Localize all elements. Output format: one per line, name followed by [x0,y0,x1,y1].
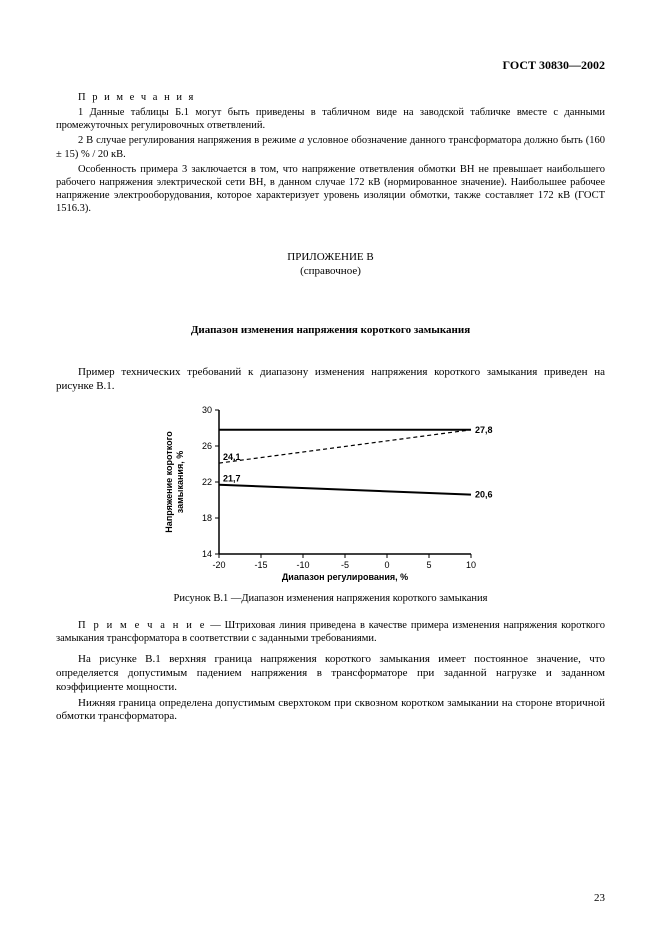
page-number: 23 [594,892,605,906]
svg-text:-20: -20 [212,560,225,570]
svg-text:-10: -10 [296,560,309,570]
svg-text:30: 30 [201,405,211,415]
appendix-title: ПРИЛОЖЕНИЕ В [56,251,605,265]
section-title: Диапазон изменения напряжения короткого … [56,324,605,338]
note2-lead: П р и м е ч а н и е [78,620,206,631]
svg-text:20,6: 20,6 [475,489,493,499]
chart-container: 14 18 22 26 30 -20 -15 -10 -5 0 5 10 Диапазон регули… [161,404,501,584]
intro-para: Пример технических требований к диапазон… [56,366,605,394]
note-2a: 2 В случае регулирования напряжения в ре… [78,135,299,146]
svg-text:10: 10 [465,560,475,570]
svg-text:18: 18 [201,513,211,523]
appendix-sub: (справочное) [56,265,605,279]
svg-text:0: 0 [384,560,389,570]
chart-svg: 14 18 22 26 30 -20 -15 -10 -5 0 5 10 Диапазон регули… [161,404,501,584]
svg-text:22: 22 [201,477,211,487]
svg-text:21,7: 21,7 [223,474,241,484]
doc-header: ГОСТ 30830—2002 [56,58,605,73]
svg-text:27,8: 27,8 [475,425,493,435]
svg-text:5: 5 [426,560,431,570]
svg-text:14: 14 [201,549,211,559]
note-after-fig: П р и м е ч а н и е — Штриховая линия пр… [56,619,605,645]
svg-text:-15: -15 [254,560,267,570]
para-after-1: На рисунке В.1 верхняя граница напряжени… [56,653,605,694]
para-after-2: Нижняя граница определена допустимым све… [56,697,605,725]
svg-text:Напряжение короткого: Напряжение короткого [164,431,174,533]
figure-caption: Рисунок В.1 —Диапазон изменения напряжен… [56,592,605,605]
svg-text:замыкания, %: замыкания, % [175,451,185,513]
notes-heading: П р и м е ч а н и я [56,91,605,104]
note-1: 1 Данные таблицы Б.1 могут быть приведен… [56,106,605,132]
svg-text:24,1: 24,1 [223,452,241,462]
notes-block: П р и м е ч а н и я 1 Данные таблицы Б.1… [56,91,605,215]
page: ГОСТ 30830—2002 П р и м е ч а н и я 1 Да… [0,0,661,936]
note-2: 2 В случае регулирования напряжения в ре… [56,134,605,160]
notes-heading-text: П р и м е ч а н и я [78,92,195,103]
svg-text:Диапазон регулирования, %: Диапазон регулирования, % [281,572,407,582]
svg-text:-5: -5 [340,560,348,570]
note-3: Особенность примера 3 заключается в том,… [56,163,605,216]
svg-text:26: 26 [201,441,211,451]
